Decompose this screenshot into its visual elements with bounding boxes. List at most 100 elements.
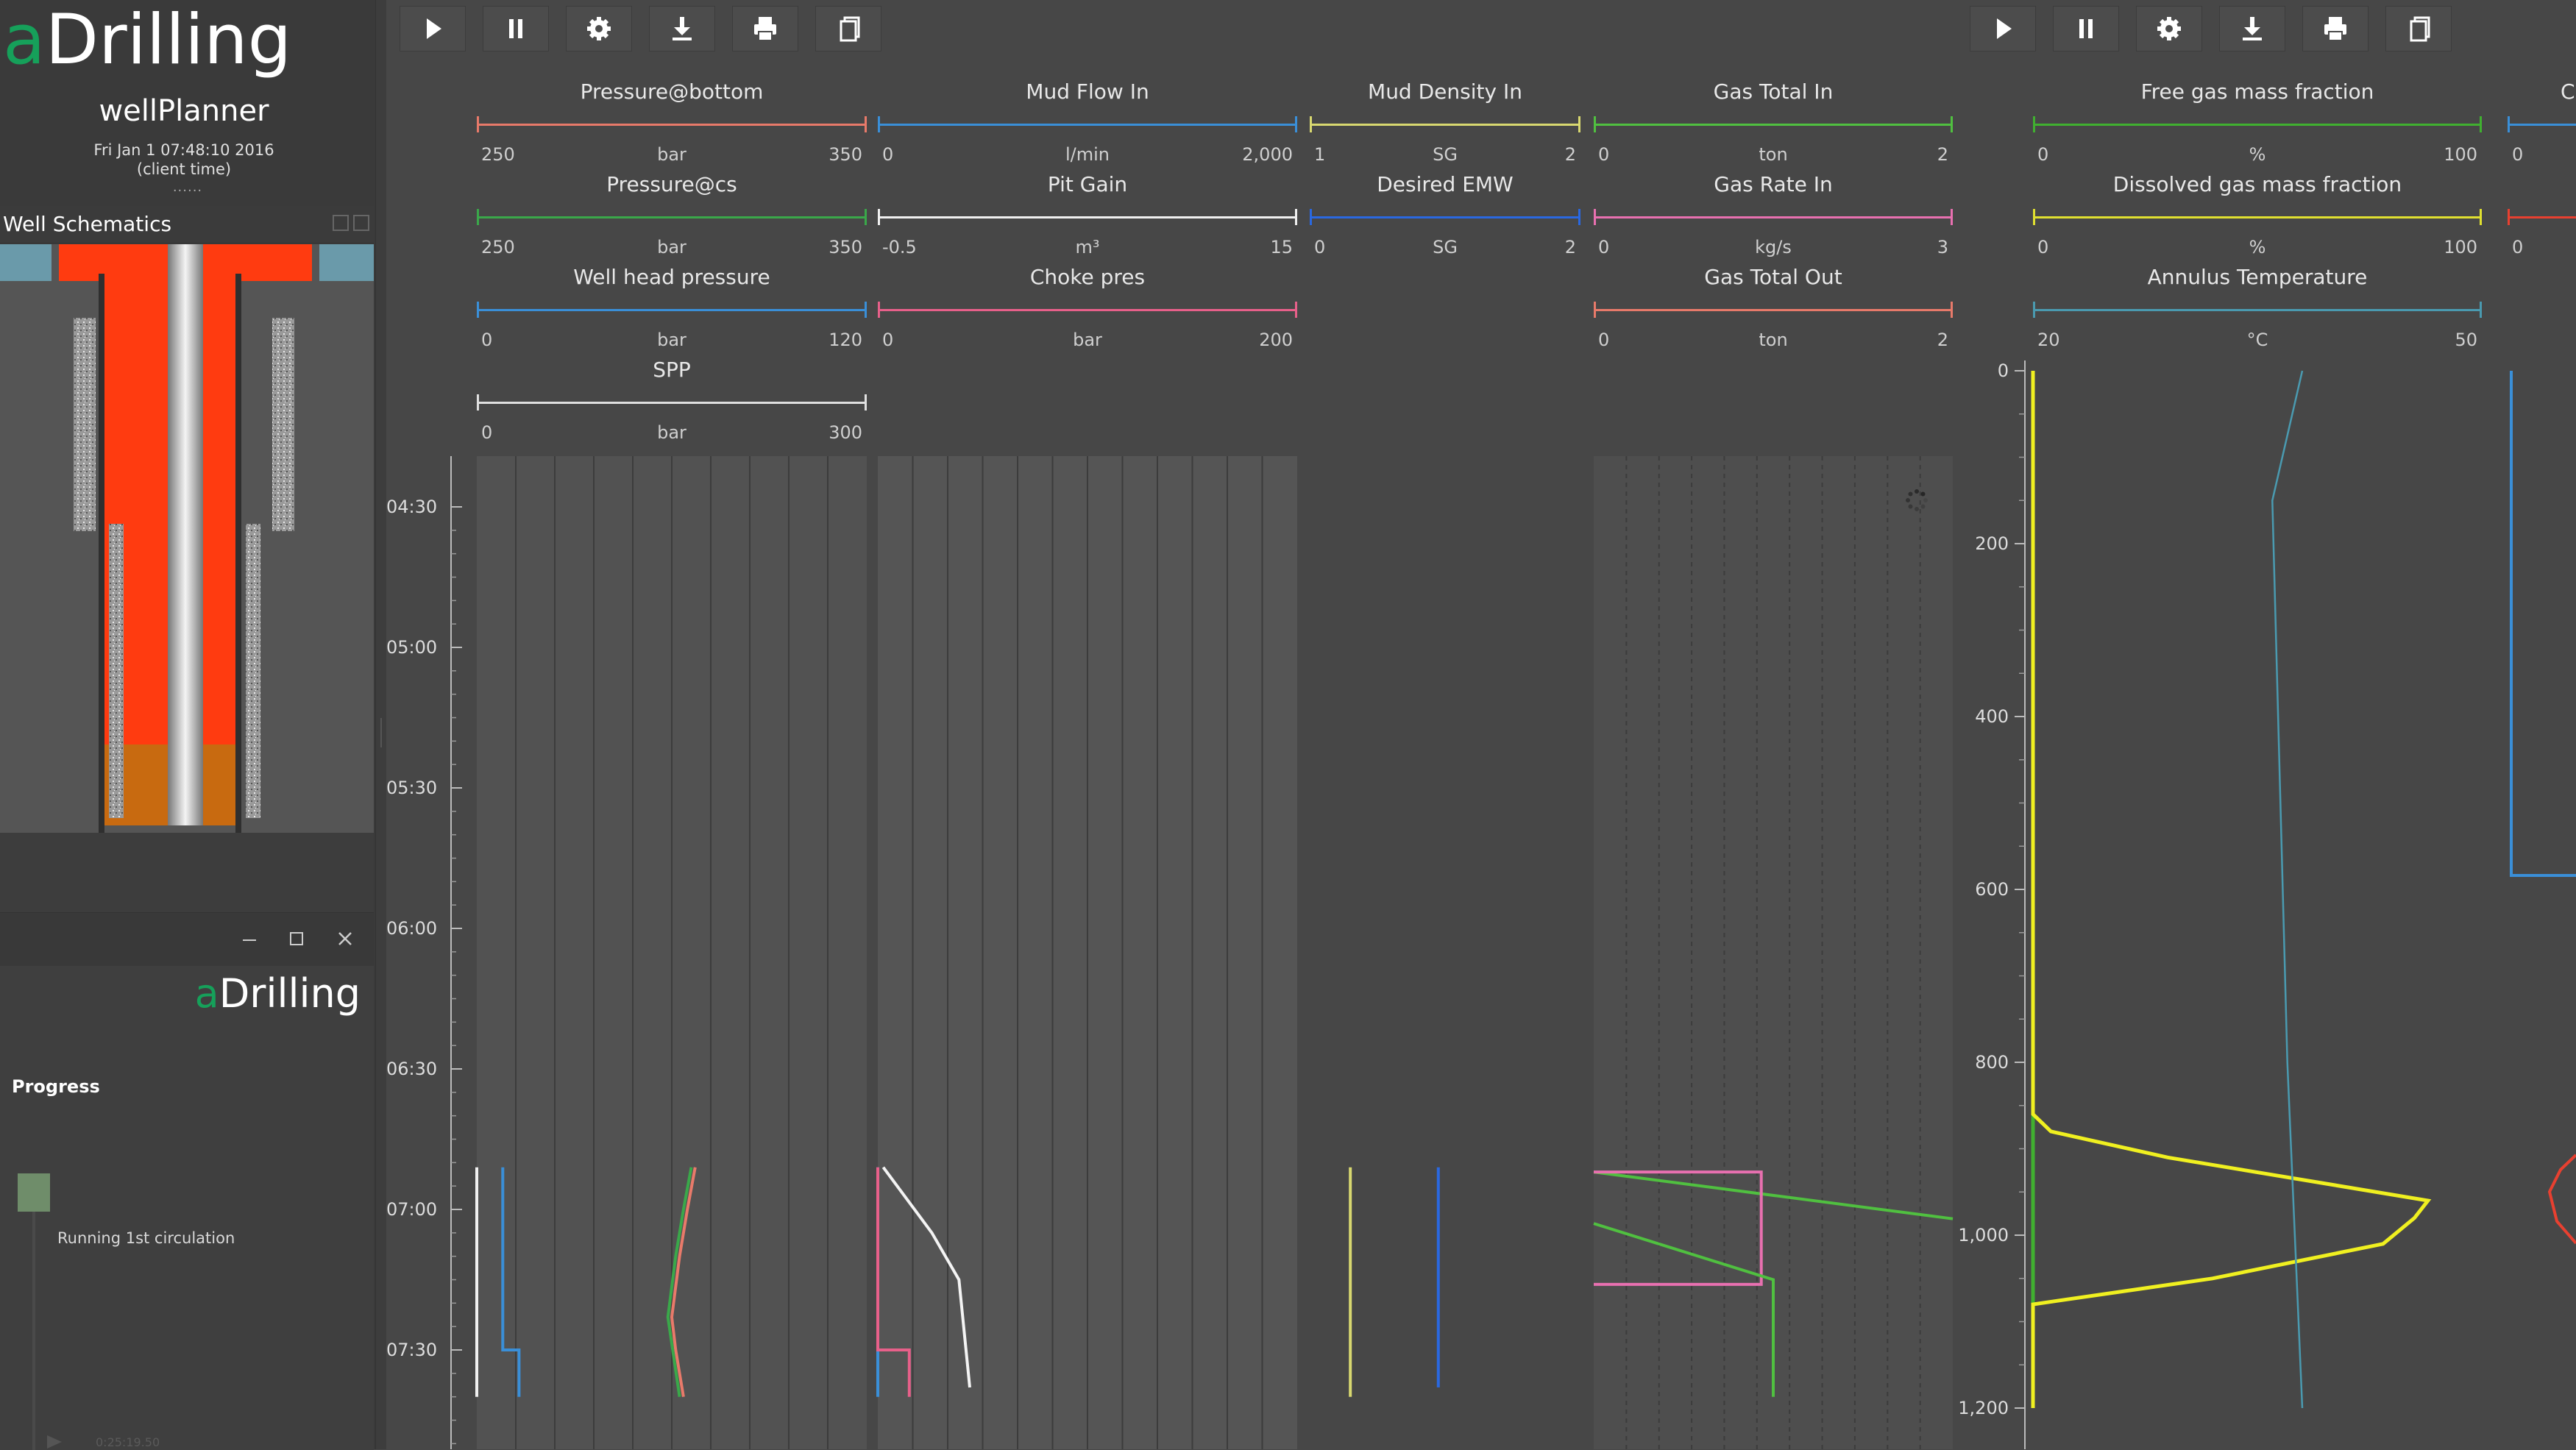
download-icon: [2243, 17, 2262, 40]
float-icon[interactable]: [333, 215, 349, 231]
time-tick-label: 05:30: [386, 778, 437, 798]
copy-icon: [840, 16, 860, 42]
spinner-dot: [1923, 498, 1928, 502]
well_head_pressure-scale-end: [477, 302, 479, 318]
pressure_cs-scale-end: [865, 209, 867, 225]
close-icon[interactable]: [337, 931, 353, 947]
spp-min-label: 0: [481, 422, 493, 443]
time-tick-label: 06:30: [386, 1059, 437, 1079]
spinner-dot: [1908, 491, 1913, 497]
time-tick-label: 06:00: [386, 918, 437, 939]
cut-track-blue-profile: [2510, 371, 2576, 877]
close-panel-icon[interactable]: [353, 215, 369, 231]
pressure_bottom-title: Pressure@bottom: [580, 79, 764, 104]
resize-handle[interactable]: ......: [172, 180, 203, 195]
desired_emw-min-label: 0: [1314, 237, 1326, 257]
download-button[interactable]: [649, 6, 715, 51]
free_gas-max-label: 100: [2444, 144, 2477, 165]
annulus_temp-scale-end: [2033, 302, 2035, 318]
loading-spinner-icon: [1906, 489, 1928, 511]
play-marker-icon: [47, 1435, 62, 1449]
mud_density_in-unit-label: SG: [1433, 144, 1458, 165]
annulus_temp-min-label: 20: [2037, 330, 2060, 350]
gas_rate_in-title: Gas Rate In: [1714, 172, 1833, 196]
time-tick-label: 07:30: [386, 1340, 437, 1360]
cut_1-scale-line: [2508, 124, 2576, 126]
download-button[interactable]: [2219, 6, 2285, 51]
minimize-icon[interactable]: [243, 939, 256, 941]
print-button[interactable]: [732, 6, 798, 51]
pressure_bottom-unit-label: bar: [657, 144, 686, 165]
pause-button[interactable]: [483, 6, 549, 51]
desired_emw-scale-end: [1310, 209, 1312, 225]
pit_gain-max-label: 15: [1270, 237, 1293, 257]
gas_rate_in-scale-end: [1951, 209, 1953, 225]
track-background: [1310, 456, 1580, 1449]
pressure_bottom-scale-end: [865, 116, 867, 132]
play-button[interactable]: [400, 6, 466, 51]
spinner-dot: [1920, 491, 1926, 497]
choke_pres-title: Choke pres: [1029, 265, 1146, 289]
splitter[interactable]: [375, 0, 386, 1449]
cut_1-scale-end: [2508, 116, 2510, 132]
play-button[interactable]: [1970, 6, 2036, 51]
gas_total_in-max-label: 2: [1937, 144, 1948, 165]
well_head_pressure-scale-end: [865, 302, 867, 318]
desired_emw-max-label: 2: [1564, 237, 1576, 257]
print-button[interactable]: [2302, 6, 2369, 51]
profile-dissolved-gas-mass-fraction: [2031, 371, 2432, 1408]
maximize-icon[interactable]: [290, 932, 303, 945]
left-panel: aDrilling wellPlanner Fri Jan 1 07:48:10…: [0, 0, 375, 1450]
client-time-label: (client time): [136, 160, 232, 178]
spinner-dot: [1920, 504, 1926, 509]
annulus_temp-title: Annulus Temperature: [2147, 265, 2368, 289]
free_gas-scale-end: [2033, 116, 2035, 132]
pressure_cs-unit-label: bar: [657, 237, 686, 257]
free_gas-title: Free gas mass fraction: [2140, 79, 2374, 104]
choke_pres-scale-end: [1295, 302, 1297, 318]
pressure_cs-min-label: 250: [481, 237, 515, 257]
gas_total_in-min-label: 0: [1598, 144, 1610, 165]
cut-track-red-profile: [2547, 1154, 2576, 1245]
time-log-plot: 04:30 05:00 05:30 06:00 06:30 07:00 07:30: [386, 456, 1954, 1449]
cut_2-min-label: 0: [2512, 237, 2524, 257]
progress-heading: Progress: [12, 1076, 100, 1097]
gear-button[interactable]: [2136, 6, 2202, 51]
gas_total_in-scale-end: [1951, 116, 1953, 132]
series-pit-gain: [881, 1166, 971, 1388]
spp-scale-line: [477, 402, 867, 404]
copy-button[interactable]: [2385, 6, 2452, 51]
gas_total_in-scale-line: [1594, 124, 1953, 126]
mud_density_in-scale-line: [1310, 124, 1580, 126]
spinner-dot: [1906, 498, 1910, 502]
depth-tick-label: 1,200: [1958, 1398, 2009, 1418]
time-tick-label: 05:00: [386, 637, 437, 658]
mud_density_in-title: Mud Density In: [1368, 79, 1522, 104]
gas_rate_in-unit-label: kg/s: [1755, 237, 1792, 257]
mud_density_in-scale-end: [1578, 116, 1580, 132]
choke_pres-max-label: 200: [1259, 330, 1293, 350]
pause-button[interactable]: [2053, 6, 2119, 51]
dissolved_gas-scale-end: [2480, 209, 2482, 225]
splitter-grip[interactable]: [380, 718, 382, 747]
mud_flow_in-scale-end: [878, 116, 880, 132]
play-icon: [427, 18, 441, 39]
series-choke-pres: [876, 1167, 911, 1397]
spp-max-label: 300: [828, 422, 862, 443]
depth-tick-label: 200: [1975, 533, 2009, 554]
gas_total_in-title: Gas Total In: [1713, 79, 1834, 104]
depth-tick-label: 800: [1975, 1052, 2009, 1073]
pressure_bottom-max-label: 350: [828, 144, 862, 165]
well-schematics-panel: Well Schematics: [0, 206, 374, 912]
well_head_pressure-max-label: 120: [828, 330, 862, 350]
print-icon: [754, 17, 776, 41]
mud_flow_in-title: Mud Flow In: [1026, 79, 1149, 104]
choke_pres-scale-line: [878, 309, 1297, 311]
panel-header: Well Schematics: [0, 206, 374, 244]
copy-button[interactable]: [815, 6, 881, 51]
gear-button[interactable]: [566, 6, 632, 51]
gas_rate_in-scale-line: [1594, 216, 1953, 218]
cut-track-title: C: [2561, 79, 2575, 104]
app-logo: aDrilling: [3, 0, 292, 80]
cut_2-scale-line: [2508, 216, 2576, 218]
